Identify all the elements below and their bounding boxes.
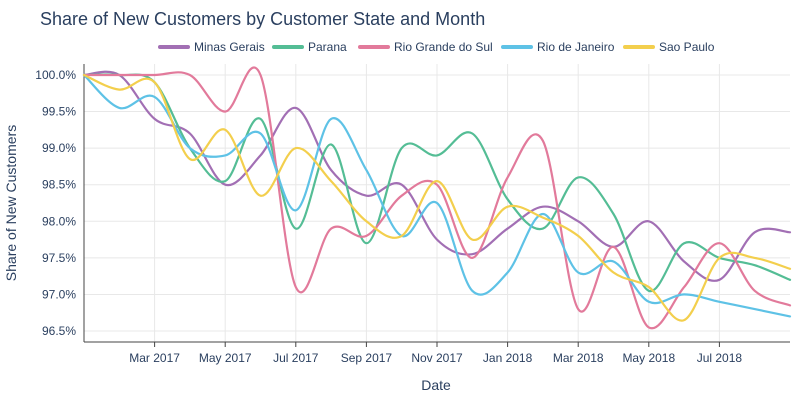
- legend-label: Rio de Janeiro: [537, 40, 615, 54]
- x-tick-label: Jul 2018: [697, 351, 743, 365]
- y-tick-label: 99.0%: [42, 141, 76, 155]
- x-tick-label: Sep 2017: [341, 351, 393, 365]
- x-tick-label: Nov 2017: [411, 351, 463, 365]
- chart-title: Share of New Customers by Customer State…: [40, 9, 485, 29]
- y-tick-label: 97.0%: [42, 287, 76, 301]
- x-tick-label: Jan 2018: [483, 351, 533, 365]
- x-tick-label: May 2018: [622, 351, 675, 365]
- series-line-rio-de-janeiro: [82, 73, 792, 318]
- y-tick-label: 98.0%: [42, 214, 76, 228]
- legend: Minas Gerais Parana Rio Grande do Sul Rio d…: [158, 40, 715, 54]
- legend-item-rio-de-janeiro[interactable]: Rio de Janeiro: [501, 40, 615, 54]
- y-tick-label: 97.5%: [42, 251, 76, 265]
- series-line-parana: [82, 73, 792, 292]
- x-tick-label: Jul 2017: [273, 351, 319, 365]
- x-tick-label: May 2017: [199, 351, 252, 365]
- y-tick-label: 99.5%: [42, 105, 76, 119]
- x-tick-label: Mar 2017: [129, 351, 180, 365]
- legend-item-rio-grande-do-sul[interactable]: Rio Grande do Sul: [358, 40, 493, 54]
- axes: 96.5% 97.0% 97.5% 98.0% 98.5% 99.0% 99.5% 100.0…: [35, 64, 790, 365]
- x-tick-label: Mar 2018: [553, 351, 604, 365]
- legend-item-sao-paulo[interactable]: Sao Paulo: [623, 40, 715, 54]
- y-tick-label: 98.5%: [42, 178, 76, 192]
- y-tick-label: 96.5%: [42, 324, 76, 338]
- legend-item-minas-gerais[interactable]: Minas Gerais: [158, 40, 265, 54]
- legend-label: Sao Paulo: [659, 40, 715, 54]
- series-lines: [82, 66, 792, 330]
- legend-item-parana[interactable]: Parana: [272, 40, 347, 54]
- legend-label: Rio Grande do Sul: [394, 40, 493, 54]
- series-line-sao-paulo: [82, 73, 792, 322]
- legend-label: Minas Gerais: [194, 40, 265, 54]
- y-axis-title: Share of New Customers: [3, 125, 19, 281]
- x-axis-title: Date: [421, 377, 451, 393]
- series-line-rio-grande-do-sul: [82, 66, 792, 330]
- legend-label: Parana: [308, 40, 347, 54]
- series-line-minas-gerais: [82, 70, 792, 282]
- y-tick-label: 100.0%: [35, 68, 76, 82]
